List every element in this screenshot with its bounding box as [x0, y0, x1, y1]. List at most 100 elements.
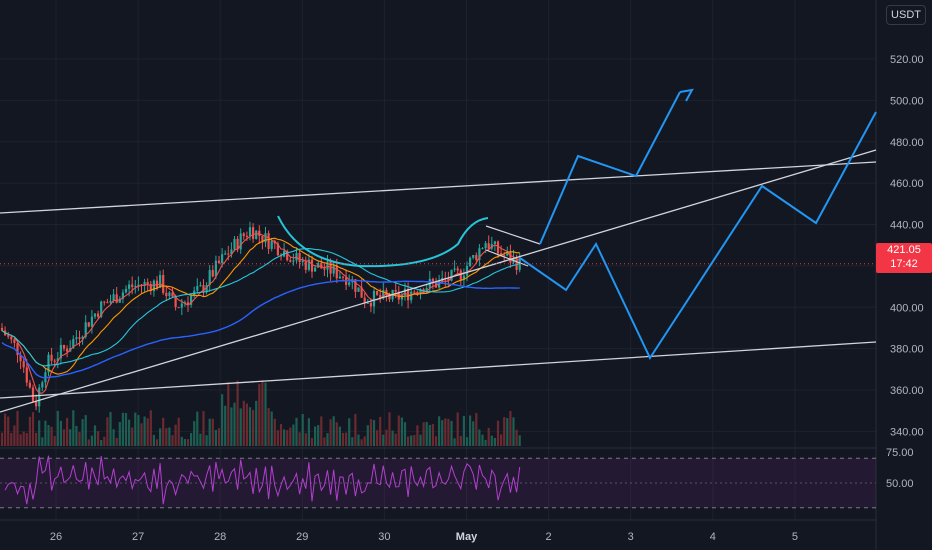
candle-body — [509, 252, 512, 263]
volume-bar — [472, 421, 475, 446]
candle-body — [388, 294, 391, 300]
volume-bar — [264, 382, 267, 446]
candle-body — [35, 401, 38, 407]
volume-bar — [146, 418, 149, 446]
y-tick-label: 520.00 — [890, 54, 924, 66]
candle-body — [205, 285, 208, 292]
candle-body — [500, 253, 503, 256]
volume-bar — [292, 424, 295, 446]
candle-body — [146, 282, 149, 285]
volume-bar — [53, 436, 56, 446]
candle-body — [456, 268, 459, 271]
volume-bar — [118, 421, 121, 446]
candle-body — [307, 259, 310, 270]
volume-bar — [81, 419, 84, 446]
volume-bar — [22, 431, 25, 446]
volume-bar — [205, 435, 208, 446]
candle-body — [360, 287, 363, 298]
candle-body — [149, 284, 152, 292]
volume-bar — [317, 425, 320, 446]
candle-body — [81, 336, 84, 339]
candle-body — [214, 260, 217, 277]
time-axis[interactable]: 26 27 28 29 30 May 2 3 4 5 — [50, 531, 798, 543]
candle-body — [13, 339, 16, 343]
candle-body — [38, 387, 41, 407]
volume-bar — [171, 435, 174, 446]
x-tick-label: 5 — [792, 531, 798, 543]
candle-body — [106, 302, 109, 304]
candle-body — [270, 240, 273, 249]
candle-body — [224, 253, 227, 255]
volume-bar — [221, 394, 224, 446]
volume-bar — [258, 383, 261, 446]
drawings — [0, 88, 877, 413]
candle-body — [493, 241, 496, 245]
volume-bar — [227, 382, 230, 446]
candle-body — [31, 387, 35, 402]
candle-body — [109, 300, 112, 303]
volume-bar — [69, 429, 72, 446]
candle-body — [453, 268, 456, 270]
candle-body — [159, 274, 162, 288]
currency-label[interactable]: USDT — [886, 5, 926, 25]
candle-body — [162, 274, 165, 293]
volume-bar — [211, 418, 214, 446]
candle-body — [100, 301, 103, 317]
price-axis[interactable]: 520.00500.00480.00460.00440.00420.00400.… — [886, 54, 924, 490]
y-tick-label: 400.00 — [890, 302, 924, 314]
volume-bar — [363, 436, 366, 446]
volume-bar — [388, 412, 391, 446]
volume-bar — [351, 437, 354, 446]
candle-body — [450, 269, 453, 281]
candle-body — [298, 252, 301, 263]
candle-body — [403, 288, 407, 295]
volume-bar — [84, 415, 87, 446]
candle-body — [41, 382, 44, 388]
volume-bar — [428, 424, 431, 446]
volume-bar — [180, 436, 183, 446]
candle-body — [93, 313, 97, 317]
candle-body — [478, 248, 481, 260]
volume-bar — [407, 436, 410, 446]
x-tick-label: 26 — [50, 531, 62, 543]
candle-body — [233, 238, 236, 250]
candle-body — [323, 268, 326, 270]
x-tick-label: May — [456, 531, 478, 543]
volume-bar — [422, 422, 425, 446]
candle-body — [276, 243, 279, 256]
volume-bar — [400, 417, 403, 446]
volume-bar — [75, 425, 78, 446]
arrow-head-icon — [679, 88, 694, 102]
candle-body — [10, 336, 13, 340]
x-tick-label: 3 — [628, 531, 634, 543]
volume-bar — [301, 414, 304, 446]
volume-bar — [44, 420, 47, 446]
candle-body — [410, 291, 413, 301]
volume-bar — [345, 432, 348, 446]
candle-body — [310, 259, 314, 272]
candle-body — [131, 284, 134, 287]
volume-bar — [140, 423, 143, 446]
x-tick-label: 4 — [710, 531, 716, 543]
y-tick-label: 460.00 — [890, 178, 924, 190]
candle-body — [506, 252, 509, 256]
candle-body — [97, 313, 100, 317]
candle-body — [419, 289, 422, 294]
candle-body — [236, 238, 239, 250]
volume-bar — [273, 418, 276, 446]
volume-bar — [162, 417, 165, 446]
volume-bar — [131, 427, 134, 446]
volume-bar — [196, 411, 199, 446]
candle-body — [264, 233, 267, 243]
volume-bar — [90, 435, 93, 446]
volume-bar — [397, 415, 400, 446]
volume-bar — [512, 417, 515, 446]
volume-bar — [335, 422, 338, 446]
candle-body — [459, 270, 462, 280]
candle-body — [90, 316, 93, 327]
projection-path-bullish — [539, 91, 681, 245]
candle-body — [230, 249, 233, 255]
volume-bar — [0, 432, 4, 446]
volume-bar — [490, 435, 493, 446]
